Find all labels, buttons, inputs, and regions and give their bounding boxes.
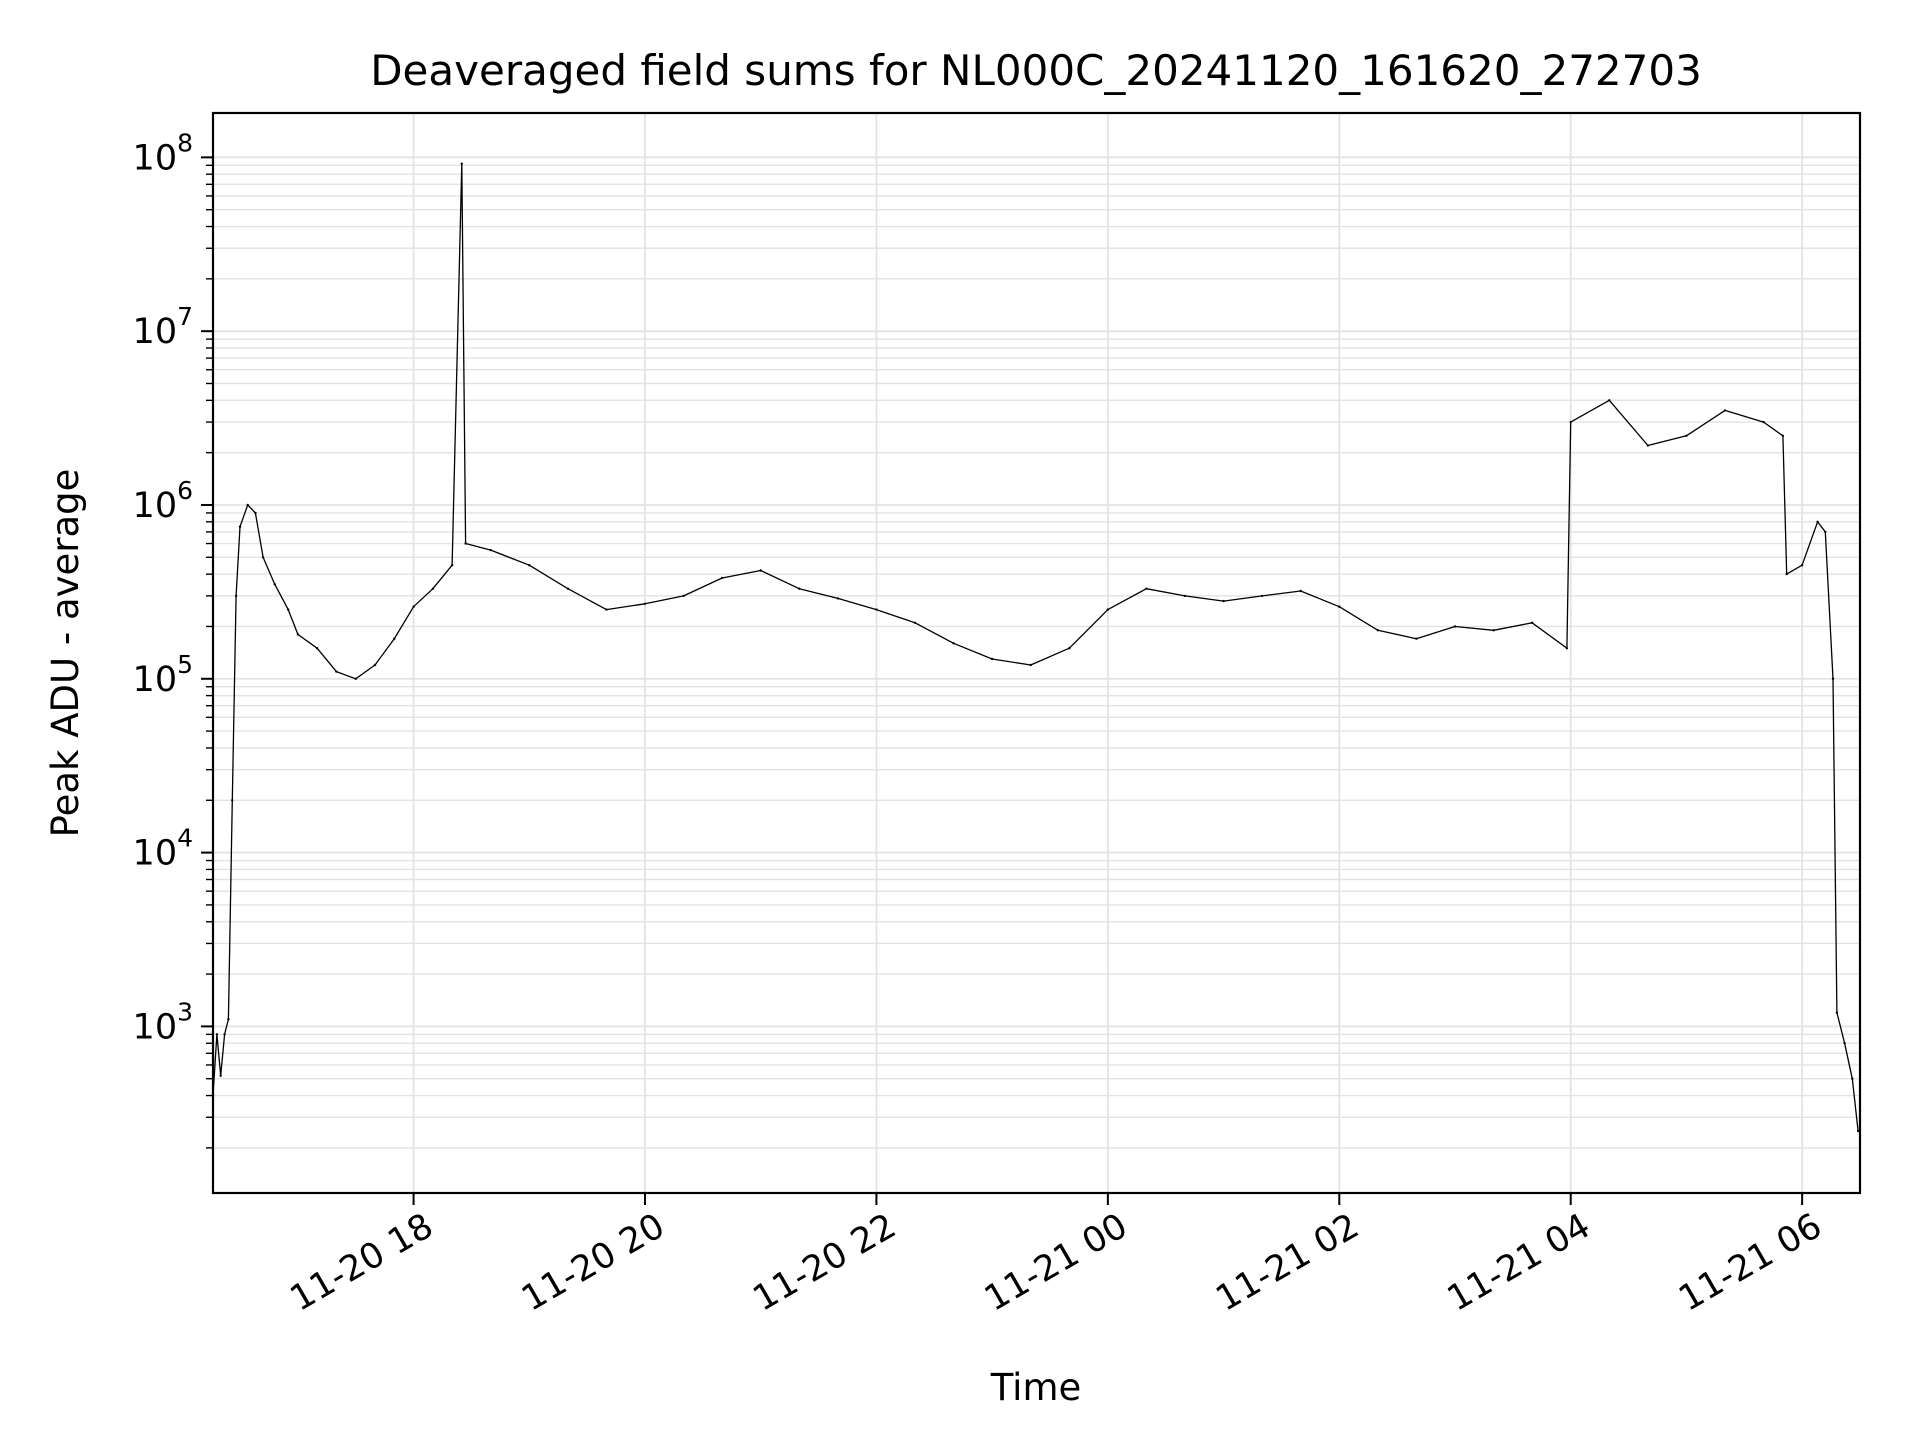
data-point <box>1029 663 1032 667</box>
data-point <box>287 608 290 611</box>
data-point <box>1856 1129 1860 1133</box>
chart-title: Deaveraged field sums for NL000C_2024112… <box>370 46 1702 95</box>
data-point <box>231 799 234 802</box>
data-point <box>393 637 396 640</box>
data-point <box>273 583 276 586</box>
data-point <box>1106 608 1110 611</box>
data-point <box>605 608 608 611</box>
data-point <box>875 608 878 611</box>
data-point <box>227 1018 230 1021</box>
data-point <box>1816 520 1819 523</box>
data-point <box>952 642 955 645</box>
data-point <box>223 1033 226 1036</box>
data-point <box>913 621 917 624</box>
data-point <box>464 542 467 545</box>
data-point <box>1843 1042 1846 1045</box>
data-point <box>1851 1077 1854 1080</box>
data-point <box>1685 434 1688 437</box>
data-point <box>1781 434 1785 437</box>
data-point <box>836 597 840 600</box>
data-point <box>489 548 492 552</box>
data-point <box>1376 629 1380 632</box>
data-point <box>1831 677 1835 680</box>
data-point <box>1260 594 1264 598</box>
data-point <box>335 670 338 673</box>
data-point <box>759 569 762 572</box>
y-axis-label: Peak ADU - average <box>44 469 87 838</box>
data-point <box>528 564 531 567</box>
data-point <box>1222 599 1225 603</box>
data-point <box>412 605 415 608</box>
data-point <box>450 564 454 567</box>
plot-frame <box>211 111 1862 1195</box>
data-point <box>1565 647 1569 650</box>
data-point <box>315 647 319 650</box>
data-point <box>1183 594 1187 598</box>
data-point <box>234 594 238 598</box>
data-point <box>1608 399 1611 402</box>
data-point <box>1492 629 1495 632</box>
data-point <box>1762 420 1765 424</box>
data-point <box>261 556 265 559</box>
data-point <box>1530 621 1534 624</box>
data-point <box>1415 637 1418 640</box>
data-point <box>1835 1011 1839 1014</box>
data-point <box>238 525 242 528</box>
data-point <box>215 1033 219 1036</box>
data-point <box>720 576 724 580</box>
data-point <box>246 503 249 507</box>
data-point <box>1785 572 1788 576</box>
data-point <box>798 587 801 590</box>
data-point <box>1569 420 1572 424</box>
data-point <box>354 677 357 680</box>
data-point <box>431 587 435 590</box>
data-point <box>1068 647 1071 650</box>
data-point <box>460 162 463 165</box>
data-point <box>1453 625 1457 628</box>
data-point <box>1824 530 1827 534</box>
data-layer <box>211 162 1860 1133</box>
data-point <box>1646 444 1650 447</box>
y-tick-label: 105 <box>133 650 193 700</box>
data-point <box>1338 605 1341 608</box>
data-point <box>1723 409 1727 412</box>
x-axis-label: Time <box>990 1366 1082 1409</box>
grid <box>213 113 1860 1193</box>
data-point <box>1800 564 1804 567</box>
data-point <box>219 1074 222 1077</box>
data-point <box>1299 589 1302 593</box>
data-point <box>373 663 377 667</box>
data-point <box>990 657 994 661</box>
data-point <box>566 587 570 590</box>
y-tick-label: 104 <box>133 824 193 874</box>
data-point <box>1145 587 1148 590</box>
data-point <box>682 594 685 598</box>
data-point <box>254 511 257 515</box>
data-point <box>643 602 647 605</box>
y-tick-label: 103 <box>133 997 193 1047</box>
data-point <box>296 633 300 636</box>
y-tick-label: 108 <box>133 128 193 178</box>
y-tick-label: 106 <box>133 476 193 526</box>
y-tick-label: 107 <box>133 302 193 352</box>
